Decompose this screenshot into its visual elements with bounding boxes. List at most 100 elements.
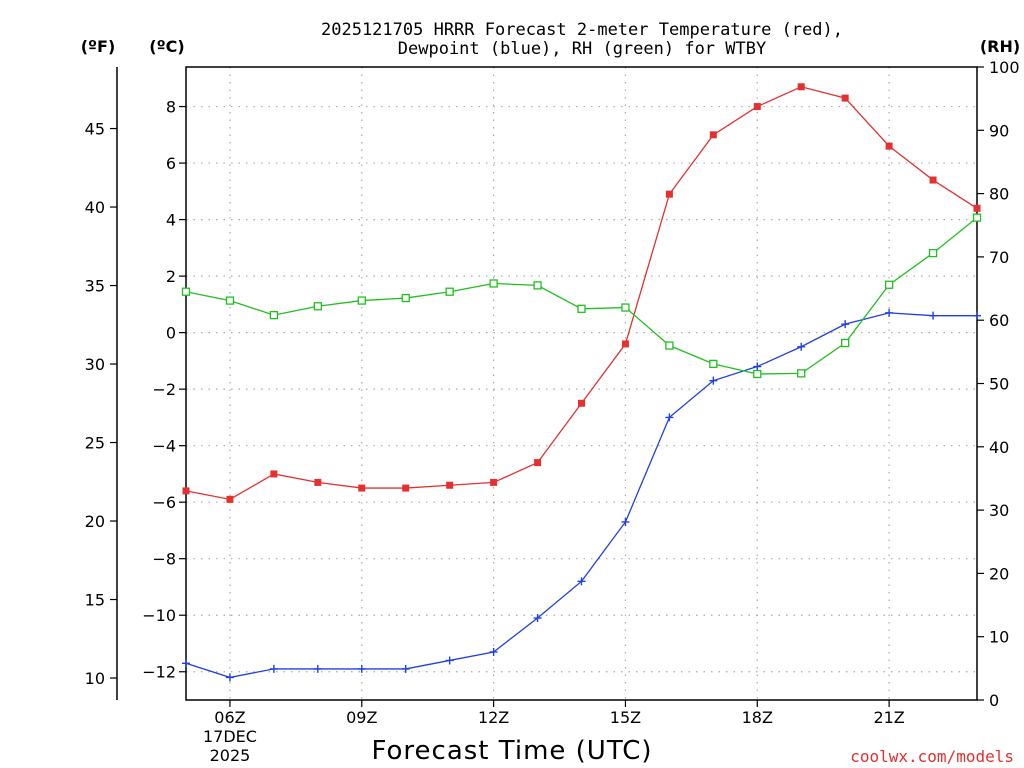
rh-tick-label: 20 (989, 564, 1009, 583)
date-label-year: 2025 (210, 746, 251, 765)
rh-point (533, 281, 542, 290)
rh-point (225, 296, 235, 305)
temperature-point (797, 83, 805, 91)
temperature-point (270, 470, 278, 478)
dewpoint-point (489, 647, 498, 656)
celsius-unit-label: (ºC) (149, 37, 184, 56)
rh-point (884, 280, 894, 289)
rh-point (972, 213, 982, 222)
rh-point (753, 369, 762, 379)
rh-tick-label: 90 (989, 121, 1009, 140)
chart-title-line-2: Dewpoint (blue), RH (green) for WTBY (398, 39, 766, 59)
temperature-point (446, 481, 454, 489)
rh-point (709, 359, 718, 369)
fahrenheit-tick-label: 15 (85, 591, 105, 610)
x-tick-label: 12Z (478, 708, 509, 727)
rh-point (577, 304, 586, 313)
rh-tick-label: 70 (989, 248, 1009, 267)
rh-unit-label: (RH) (980, 37, 1020, 56)
dewpoint-point (225, 673, 234, 682)
celsius-tick-label: −2 (152, 380, 176, 399)
plot-frame (185, 66, 978, 701)
dewpoint-point (753, 362, 762, 371)
temperature-point (621, 340, 629, 348)
celsius-tick-label: −6 (152, 493, 176, 512)
rh-point (269, 310, 279, 320)
fahrenheit-tick-label: 20 (85, 512, 105, 531)
temperature-point (402, 484, 410, 492)
celsius-tick-label: −4 (152, 437, 176, 456)
chart-title-line-1: 2025121705 HRRR Forecast 2-meter Tempera… (321, 20, 843, 40)
x-tick-label: 15Z (610, 708, 641, 727)
x-axis-label: Forecast Time (UTC) (371, 736, 652, 766)
temperature-point (490, 478, 498, 486)
dewpoint-point (621, 517, 630, 526)
rh-tick-label: 40 (989, 438, 1009, 457)
fahrenheit-tick-label: 25 (85, 434, 105, 453)
celsius-tick-label: −12 (142, 663, 176, 682)
dewpoint-point (269, 664, 278, 673)
axes: 454035302520151086420−2−4−6−8−10−1210090… (85, 58, 1020, 727)
rh-tick-label: 0 (989, 691, 999, 710)
x-tick-label: 21Z (873, 708, 904, 727)
rh-tick-label: 80 (989, 185, 1009, 204)
dewpoint-point (665, 413, 674, 422)
rh-point (665, 341, 674, 350)
rh-point (797, 369, 806, 378)
date-label-day: 17DEC (203, 727, 257, 746)
celsius-tick-label: 0 (166, 324, 176, 343)
celsius-tick-label: 6 (166, 154, 176, 173)
dewpoint-point (797, 342, 806, 351)
grid-lines (186, 67, 977, 700)
temperature-point (226, 495, 234, 503)
temperature-point (314, 478, 322, 486)
temperature-point (358, 484, 366, 492)
rh-point (181, 287, 191, 296)
temperature-point (709, 131, 717, 139)
credit-label: coolwx.com/models (850, 747, 1014, 766)
rh-tick-label: 30 (989, 501, 1009, 520)
rh-point (621, 303, 630, 312)
rh-tick-label: 50 (989, 375, 1009, 394)
dewpoint-point (841, 320, 850, 329)
dewpoint-point (577, 577, 586, 586)
rh-point (357, 296, 366, 305)
fahrenheit-unit-label: (ºF) (81, 37, 116, 56)
fahrenheit-tick-label: 40 (85, 198, 105, 217)
celsius-tick-label: 8 (166, 98, 176, 117)
x-tick-label: 18Z (742, 708, 773, 727)
rh-tick-label: 100 (989, 58, 1020, 77)
dewpoint-point (313, 664, 322, 673)
rh-point (445, 287, 454, 296)
temperature-point (885, 142, 893, 150)
series-markers (181, 83, 982, 682)
rh-point (313, 302, 322, 311)
rh-tick-label: 10 (989, 628, 1009, 647)
rh-line (185, 217, 978, 375)
dewpoint-line (185, 312, 977, 679)
dewpoint-point (401, 664, 410, 673)
temperature-point (534, 459, 542, 467)
temperature-point (182, 487, 190, 495)
rh-tick-label: 60 (989, 311, 1009, 330)
temperature-point (929, 176, 937, 184)
temperature-point (578, 399, 585, 407)
x-tick-label: 06Z (214, 708, 245, 727)
rh-point (841, 338, 850, 348)
temperature-point (753, 103, 761, 111)
fahrenheit-tick-label: 30 (85, 355, 105, 374)
dewpoint-point (357, 664, 366, 673)
celsius-tick-label: 2 (166, 267, 176, 286)
temperature-point (665, 190, 673, 198)
dewpoint-point (973, 311, 981, 320)
dewpoint-point (533, 614, 542, 623)
celsius-tick-label: −8 (152, 550, 176, 569)
dewpoint-point (182, 659, 190, 668)
dewpoint-point (929, 311, 938, 320)
celsius-tick-label: −10 (142, 606, 176, 625)
temperature-point (973, 204, 981, 212)
temperature-line (185, 86, 978, 501)
rh-point (928, 248, 938, 258)
fahrenheit-tick-label: 10 (85, 669, 105, 688)
